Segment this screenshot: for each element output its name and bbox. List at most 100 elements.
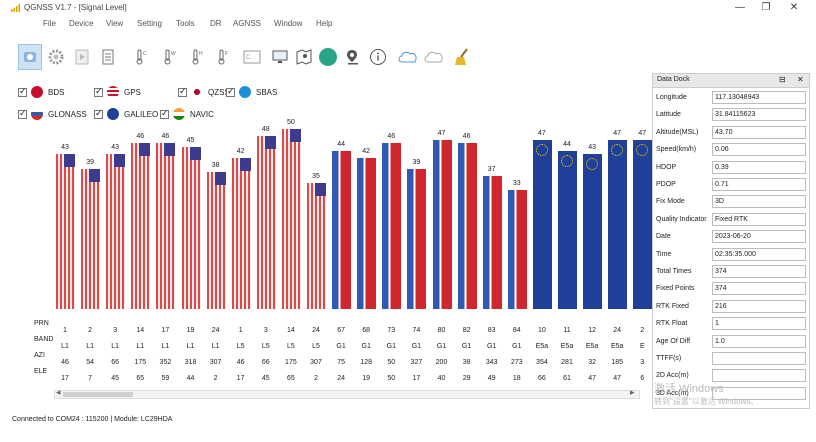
dock-field-value[interactable]: 31.84115623	[712, 108, 806, 122]
dock-field-value[interactable]: 374	[712, 265, 806, 278]
menu-file[interactable]: File	[43, 19, 56, 28]
dock-field-value[interactable]: 1	[712, 317, 806, 331]
sat-azi: 3	[640, 359, 645, 366]
thermometer-w-icon[interactable]: W	[156, 44, 180, 70]
dock-field-value[interactable]: 43.70	[712, 125, 806, 139]
gps-canton	[214, 172, 226, 186]
sat-ele: 44	[186, 375, 195, 382]
signal-value-label: 43	[588, 144, 596, 152]
checkbox[interactable]	[178, 86, 187, 97]
constellation-qzss[interactable]: QZSS	[178, 86, 230, 98]
scroll-thumb[interactable]	[63, 392, 133, 397]
dock-field-value[interactable]: 2023-06-20	[712, 230, 806, 244]
console-c-icon[interactable]: C	[240, 44, 264, 70]
map-icon[interactable]	[292, 44, 316, 70]
constellation-gps[interactable]: GPS	[94, 86, 141, 98]
dock-field-value[interactable]: 216	[712, 299, 806, 313]
sat-band: L5	[312, 343, 320, 350]
dock-row: Longitude 117.13048943	[653, 90, 811, 106]
thermometer-c-icon[interactable]: C	[128, 44, 152, 70]
play-icon[interactable]	[70, 44, 94, 70]
checkbox[interactable]	[18, 86, 27, 97]
signal-bar	[583, 154, 603, 309]
menu-tools[interactable]: Tools	[176, 19, 195, 28]
constellation-label: QZSS	[208, 87, 230, 97]
dock-field-value[interactable]	[712, 386, 806, 400]
info-icon[interactable]	[366, 44, 390, 70]
sat-azi: 46	[61, 359, 69, 366]
signal-bar	[608, 139, 628, 309]
dock-field-value[interactable]	[712, 352, 806, 365]
signal-bar	[457, 143, 477, 309]
thermometer-h-icon[interactable]: H	[184, 44, 208, 70]
dock-field-value[interactable]: 1.0	[712, 334, 806, 348]
checkbox[interactable]	[18, 108, 27, 119]
menu-window[interactable]: Window	[274, 19, 303, 28]
sat-azi: 46	[236, 359, 245, 366]
checkbox[interactable]	[94, 108, 103, 119]
dock-field-value[interactable]: 0.06	[712, 143, 806, 157]
horizontal-scrollbar[interactable]	[54, 390, 640, 399]
dock-field-value[interactable]: 0.39	[712, 160, 806, 174]
dock-field-value[interactable]: 3D	[712, 195, 806, 209]
device-icon[interactable]	[18, 44, 42, 70]
dock-field-value[interactable]: 02:35:35.000	[712, 247, 806, 261]
dock-field-label: Fixed Points	[656, 285, 695, 293]
constellation-sbas[interactable]: SBAS	[226, 86, 277, 98]
signal-bar	[633, 139, 653, 309]
scroll-right-button[interactable]: ▸	[630, 387, 635, 397]
menu-dr[interactable]: DR	[210, 19, 222, 28]
dock-field-label: RTK Fixed	[656, 302, 689, 310]
gps-canton	[264, 136, 276, 150]
pin-icon[interactable]	[340, 44, 364, 70]
dock-field-value[interactable]: 117.13048943	[712, 91, 806, 104]
sat-ele: 47	[613, 375, 622, 382]
minimize-button[interactable]: —	[735, 2, 745, 13]
signal-value-label: 44	[563, 140, 571, 148]
menu-help[interactable]: Help	[316, 19, 333, 28]
dock-field-label: Age Of Diff	[656, 337, 691, 345]
settings-gear-icon[interactable]	[44, 44, 68, 70]
constellation-bds[interactable]: BDS	[18, 86, 64, 98]
dock-field-value[interactable]: Fixed RTK	[712, 212, 806, 226]
dock-close-icon[interactable]: ✕	[797, 75, 804, 84]
gps-canton	[239, 157, 251, 171]
menu-agnss[interactable]: AGNSS	[233, 19, 262, 28]
constellation-navic[interactable]: NAVIC	[160, 108, 214, 120]
restore-button[interactable]: ❐	[761, 2, 771, 13]
menu-view[interactable]: View	[106, 19, 124, 28]
dock-field-value[interactable]	[712, 369, 806, 383]
cloud-qlocate-icon[interactable]	[396, 44, 420, 70]
close-button[interactable]: ✕	[789, 2, 799, 13]
constellation-galileo[interactable]: GALILEO	[94, 108, 158, 120]
dock-field-value[interactable]: 374	[712, 282, 806, 296]
dock-field-value[interactable]: 0.71	[712, 178, 806, 191]
checkbox[interactable]	[94, 86, 103, 97]
dock-float-icon[interactable]: ⊟	[779, 75, 786, 84]
scroll-left-button[interactable]: ◂	[56, 387, 61, 397]
sat-ele: 7	[88, 375, 93, 382]
log-icon[interactable]	[96, 44, 120, 70]
globe-icon[interactable]	[316, 44, 340, 70]
clean-icon[interactable]	[450, 44, 474, 70]
dock-row: RTK Float 1	[653, 316, 811, 332]
menu-device[interactable]: Device	[69, 19, 94, 28]
dock-field-label: Time	[656, 250, 672, 258]
menu-setting[interactable]: Setting	[137, 19, 162, 28]
checkbox[interactable]	[226, 86, 235, 97]
sat-ele: 65	[136, 375, 145, 382]
monitor-icon[interactable]	[268, 44, 292, 70]
sat-azi: 75	[337, 359, 345, 366]
constellation-glonass[interactable]: GLONASS	[18, 108, 87, 120]
thermometer-f-icon[interactable]: F	[210, 44, 234, 70]
sat-prn: 2	[640, 327, 645, 334]
cloud-cors-icon[interactable]	[422, 44, 446, 70]
title-bar: QGNSS V1.7 - [Signal Level] — ❐ ✕	[0, 0, 816, 16]
sat-ele: 2	[314, 375, 318, 382]
checkbox[interactable]	[160, 108, 169, 119]
dock-field-label: 2D Acc(m)	[656, 372, 689, 380]
signal-value-label: 47	[613, 129, 622, 137]
sat-ele: 59	[161, 375, 170, 382]
signal-value-label: 42	[362, 147, 371, 155]
gps-canton	[189, 147, 201, 160]
